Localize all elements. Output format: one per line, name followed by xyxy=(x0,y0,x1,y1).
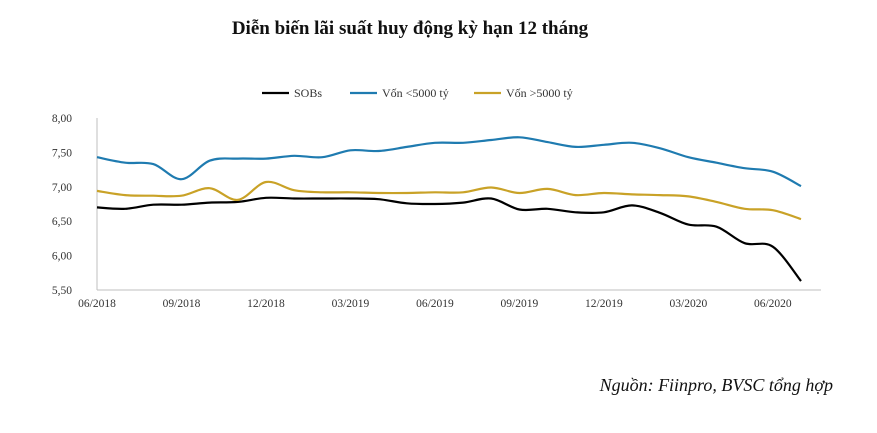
y-tick-label: 6,50 xyxy=(52,216,72,228)
x-tick-label: 06/2018 xyxy=(78,298,116,310)
legend: SOBs Vốn <5000 tỷ Vốn >5000 tỷ xyxy=(262,86,573,100)
x-tick-label: 09/2019 xyxy=(501,298,539,310)
x-tick-label: 06/2020 xyxy=(754,298,792,310)
series-layer xyxy=(96,136,802,282)
source-note: Nguồn: Fiinpro, BVSC tổng hợp xyxy=(599,375,833,395)
y-tick-label: 5,50 xyxy=(52,285,72,297)
chart-title: Diễn biến lãi suất huy động kỳ hạn 12 th… xyxy=(231,18,589,39)
series-line-von-over-5000 xyxy=(96,180,802,221)
y-tick-label: 8,00 xyxy=(52,113,72,125)
series-line-sobs xyxy=(96,196,802,282)
x-tick-label: 09/2018 xyxy=(163,298,201,310)
legend-label-von-over-5000: Vốn >5000 tỷ xyxy=(506,86,573,100)
x-tick-label: 03/2019 xyxy=(332,298,370,310)
x-tick-label: 12/2018 xyxy=(247,298,285,310)
legend-label-sobs: SOBs xyxy=(294,86,322,100)
y-tick-label: 7,50 xyxy=(52,147,72,159)
x-tick-label: 06/2019 xyxy=(416,298,454,310)
x-tick-label: 03/2020 xyxy=(670,298,708,310)
legend-label-von-under-5000: Vốn <5000 tỷ xyxy=(382,86,449,100)
y-tick-label: 7,00 xyxy=(52,182,72,194)
y-tick-label: 6,00 xyxy=(52,251,72,263)
y-axis: 8,00 7,50 7,00 6,50 6,00 5,50 xyxy=(52,113,98,297)
x-tick-label: 12/2019 xyxy=(585,298,623,310)
series-line-von-under-5000 xyxy=(96,136,802,188)
x-axis: 06/2018 09/2018 12/2018 03/2019 06/2019 09/20… xyxy=(78,289,821,310)
